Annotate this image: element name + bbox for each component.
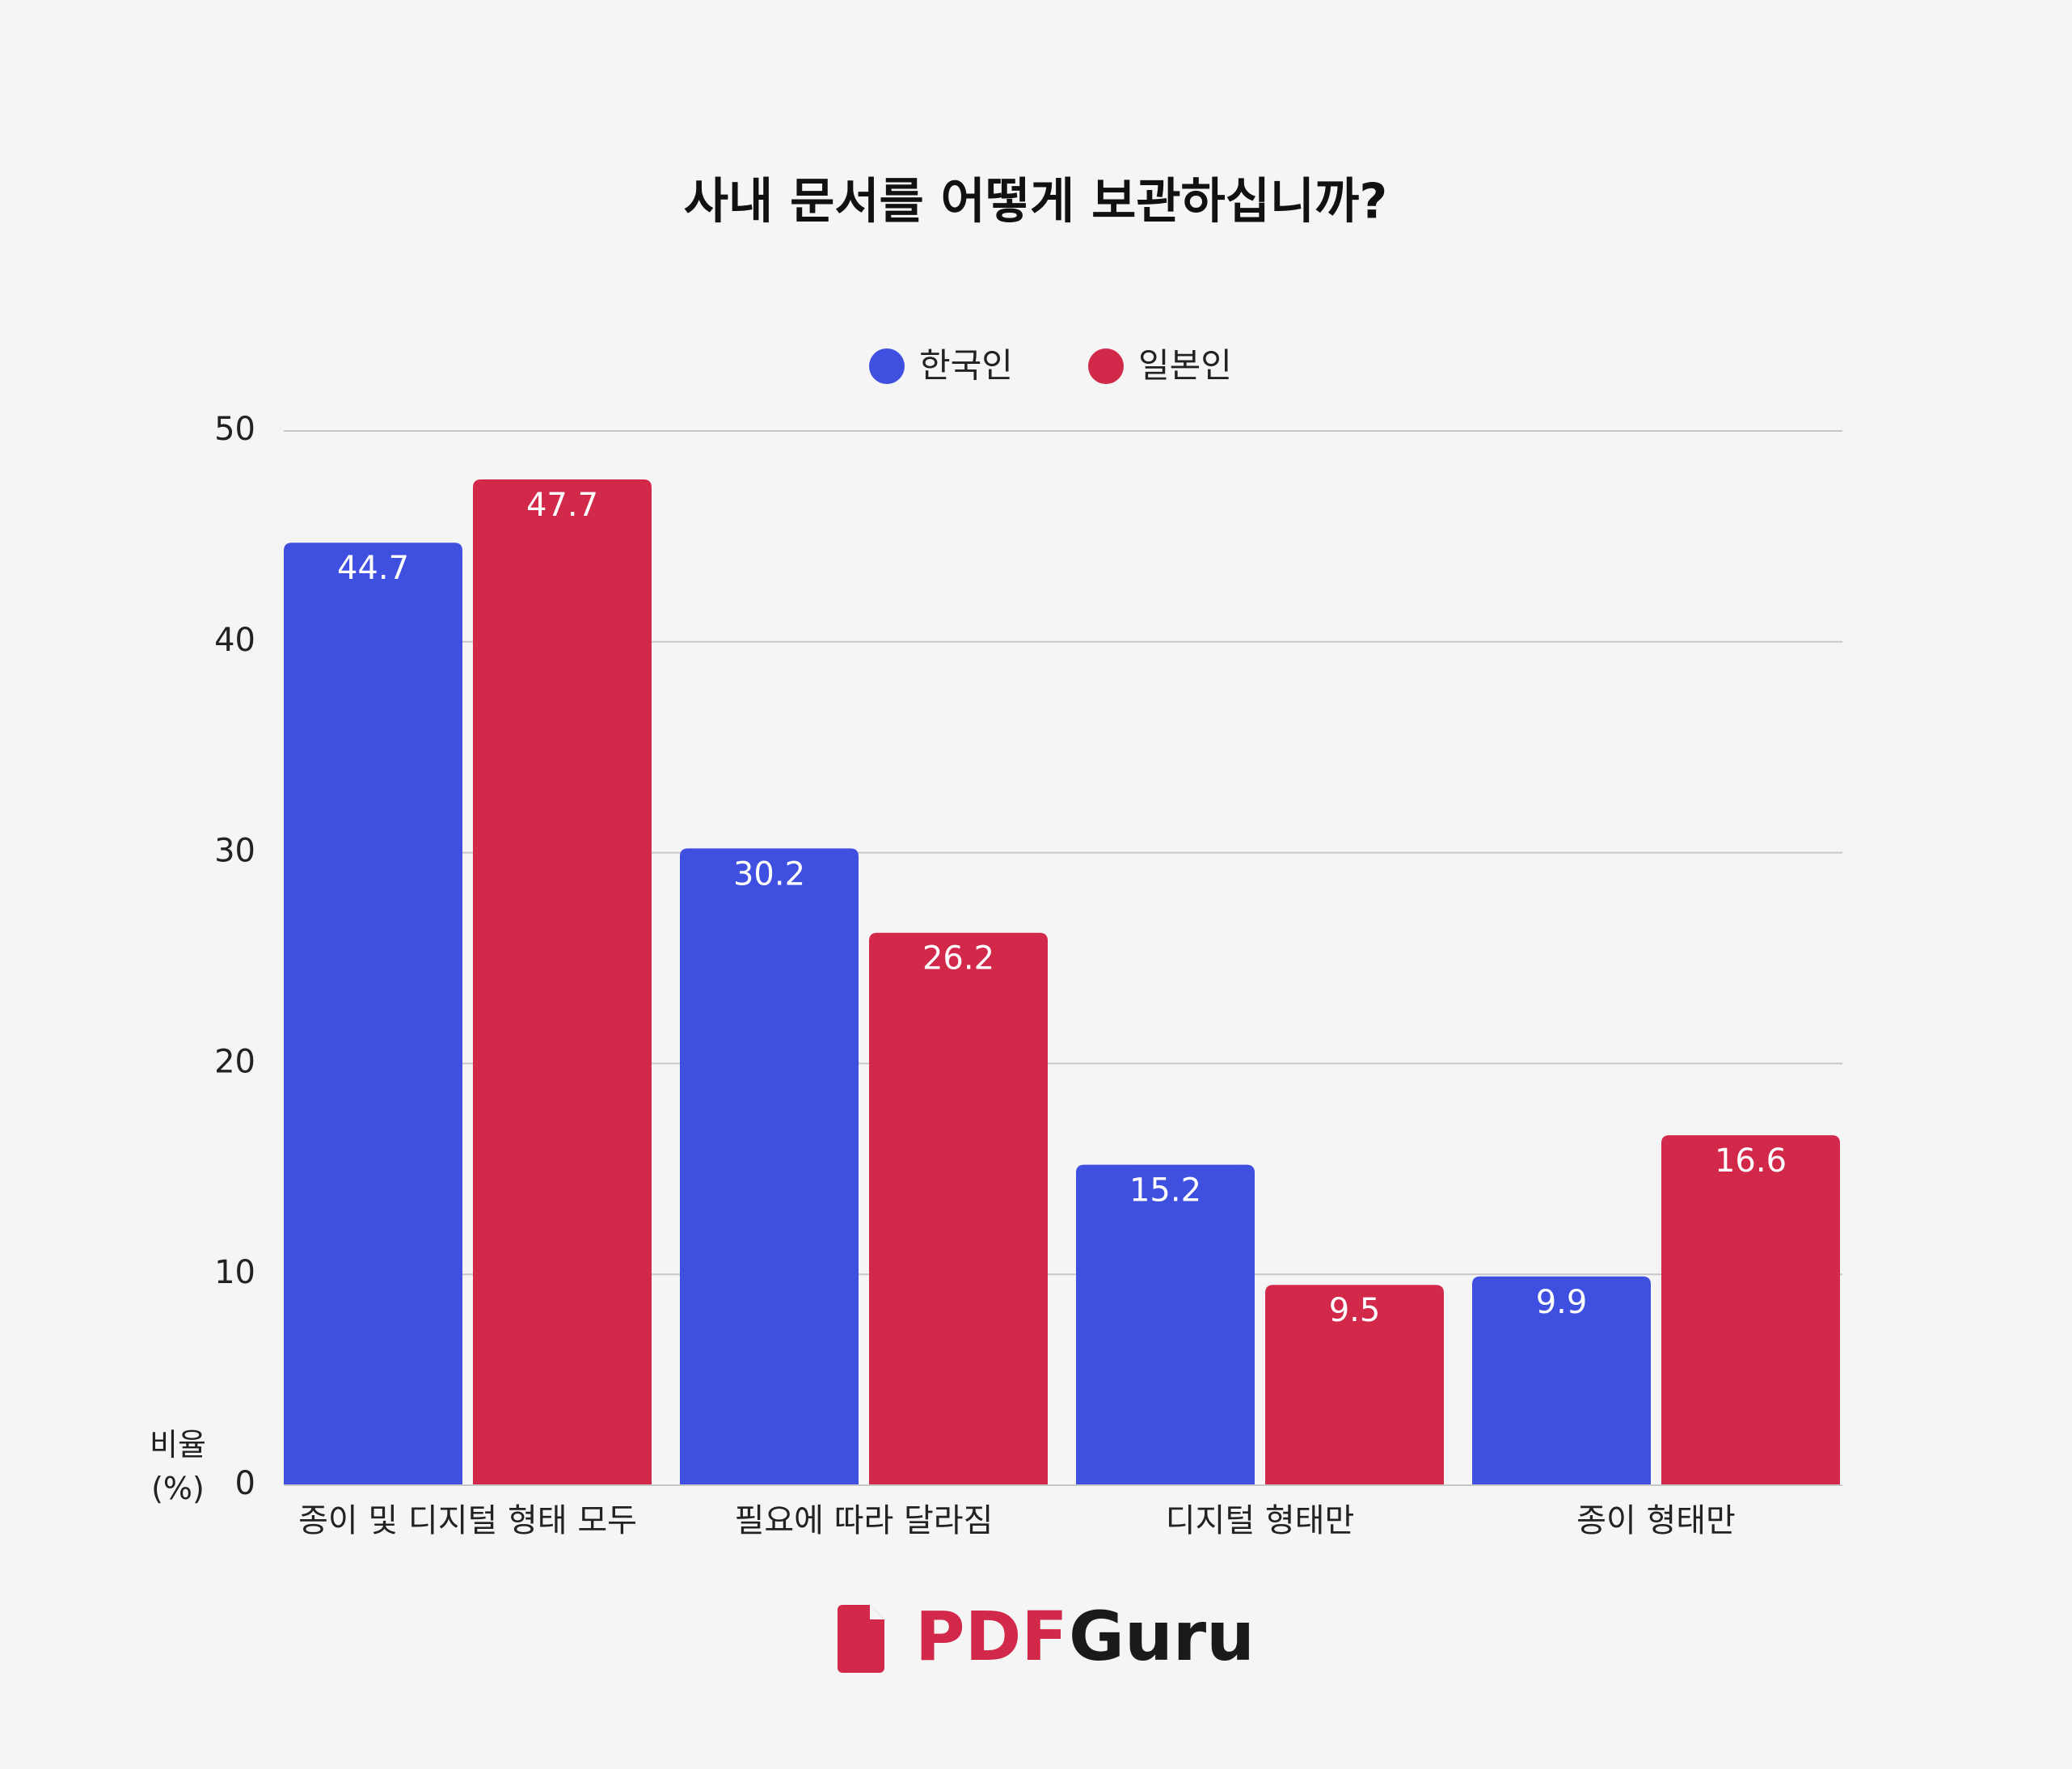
legend-marker (869, 348, 905, 384)
bar (680, 848, 859, 1485)
data-label: 15.2 (1129, 1172, 1201, 1210)
y-tick-label: 10 (214, 1254, 255, 1291)
bar (473, 479, 652, 1485)
data-label: 44.7 (337, 550, 409, 587)
data-label: 16.6 (1715, 1142, 1787, 1180)
bar (869, 932, 1048, 1485)
y-tick-label: 50 (214, 411, 255, 448)
y-axis-label: 비율 (%) (150, 1427, 206, 1506)
legend-marker (1088, 348, 1124, 384)
chart-title: 사내 문서를 어떻게 보관하십니까? (684, 174, 1387, 230)
logo (838, 1605, 884, 1673)
legend-label: 일본인 (1138, 346, 1232, 386)
x-tick-label: 종이 및 디지털 형태 모두 (298, 1502, 637, 1539)
bar (1076, 1164, 1255, 1485)
bar (284, 543, 462, 1485)
logo-name: Guru (1069, 1597, 1255, 1676)
data-label: 26.2 (922, 940, 994, 977)
y-tick-label: 20 (214, 1043, 255, 1080)
bar (1265, 1285, 1444, 1485)
x-tick-label: 디지털 형태만 (1166, 1502, 1355, 1539)
data-label: 9.5 (1329, 1292, 1381, 1329)
bar (1472, 1276, 1651, 1485)
x-tick-label: 필요에 따라 달라짐 (735, 1502, 994, 1539)
y-tick-label: 40 (214, 622, 255, 659)
data-label: 47.7 (526, 487, 598, 524)
bar (1661, 1135, 1840, 1485)
logo-icon-fold (870, 1605, 884, 1619)
legend-label: 한국인 (919, 346, 1013, 386)
y-tick-label: 0 (235, 1465, 255, 1502)
x-tick-label: 종이 형태만 (1576, 1502, 1736, 1539)
y-tick-label: 30 (214, 833, 255, 870)
logo-brand: PDF (915, 1597, 1068, 1676)
logo-icon (838, 1605, 884, 1673)
data-label: 9.9 (1536, 1284, 1588, 1321)
data-label: 30.2 (733, 855, 805, 893)
